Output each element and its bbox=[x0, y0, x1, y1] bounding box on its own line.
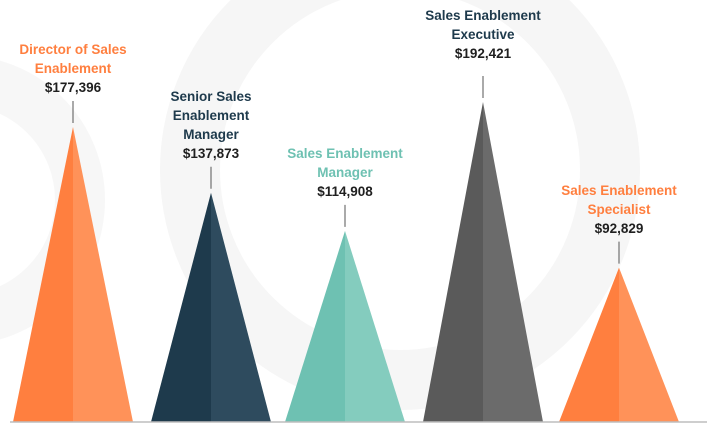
peak-label: Director of Sales Enablement $177,396 bbox=[13, 40, 133, 97]
peak-bar-right-face bbox=[483, 102, 543, 422]
peak-bar bbox=[151, 192, 271, 422]
peak-bar-right-face bbox=[345, 230, 405, 422]
category-label: Sales Enablement Manager bbox=[287, 145, 403, 180]
peak-bar bbox=[285, 230, 405, 422]
peak-bar-left-face bbox=[285, 230, 345, 422]
peak-bar-left-face bbox=[151, 192, 211, 422]
category-label: Sales Enablement Specialist bbox=[561, 182, 677, 217]
peak-label: Sales Enablement Executive $192,421 bbox=[418, 6, 548, 63]
value-label: $114,908 bbox=[317, 183, 373, 199]
value-label: $192,421 bbox=[454, 46, 512, 61]
peak-label: Senior Sales Enablement Manager $137,873 bbox=[156, 87, 266, 163]
peak-label: Sales Enablement Specialist $92,829 bbox=[554, 181, 684, 238]
peak-bar bbox=[423, 102, 543, 422]
peak-bar bbox=[559, 267, 679, 422]
value-label: $177,396 bbox=[44, 79, 102, 95]
category-label: Sales Enablement Executive bbox=[425, 8, 541, 42]
peak-bar-left-face bbox=[423, 102, 483, 422]
value-label: $92,829 bbox=[594, 220, 644, 236]
peak-bar-left-face bbox=[13, 126, 73, 422]
connector-layer bbox=[72, 76, 620, 264]
peak-bar-right-face bbox=[73, 126, 133, 422]
category-label: Senior Sales Enablement Manager bbox=[170, 88, 252, 142]
peak-bar-left-face bbox=[559, 267, 619, 422]
value-label: $137,873 bbox=[182, 145, 240, 161]
background-arc bbox=[160, 0, 640, 410]
peak-bar-right-face bbox=[211, 192, 271, 422]
category-label: Director of Sales Enablement bbox=[19, 41, 127, 76]
peak-bar bbox=[13, 126, 133, 422]
peak-label: Sales Enablement Manager $114,908 bbox=[270, 144, 420, 201]
peaks-layer bbox=[13, 102, 679, 422]
peak-bar-right-face bbox=[619, 267, 679, 422]
